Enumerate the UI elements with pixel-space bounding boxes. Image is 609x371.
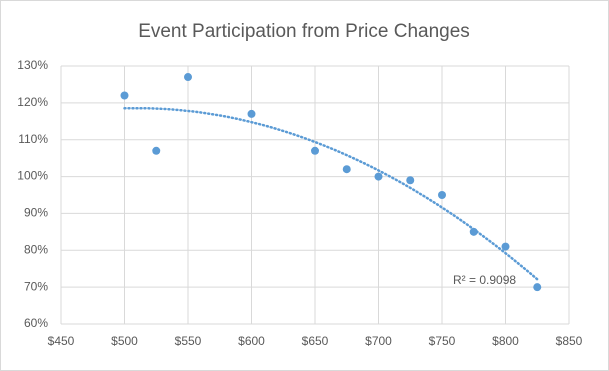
y-tick-label: 60% [24, 316, 48, 330]
x-tick-label: $500 [111, 334, 138, 348]
chart-title: Event Participation from Price Changes [138, 21, 470, 42]
y-tick-label: 100% [17, 169, 48, 183]
x-tick-label: $750 [429, 334, 456, 348]
point [438, 191, 446, 199]
point [247, 109, 256, 118]
point [469, 227, 478, 236]
point [311, 146, 319, 155]
point [406, 176, 415, 185]
x-tick-label: $450 [48, 334, 75, 348]
trendline [123, 106, 539, 281]
x-tick-label: $650 [302, 334, 329, 348]
x-tick-label: $850 [556, 334, 583, 348]
y-tick-label: 110% [18, 132, 48, 146]
x-tick-label: $600 [238, 334, 265, 348]
trendline-label: R² = 0.9098 [453, 273, 516, 287]
point [501, 242, 510, 251]
point [184, 73, 192, 82]
x-tick-label: $700 [365, 334, 392, 348]
x-tick-label: $550 [175, 334, 202, 348]
point [533, 283, 542, 292]
y-tick-label: 90% [24, 206, 48, 220]
y-tick-label: 80% [24, 242, 48, 256]
y-tick-label: 130% [17, 58, 48, 72]
point [120, 91, 129, 100]
y-tick-label: 70% [24, 279, 48, 293]
point [152, 146, 161, 155]
point [342, 165, 351, 174]
x-tick-label: $800 [492, 334, 519, 348]
y-tick-label: 120% [17, 95, 48, 109]
point [374, 172, 383, 181]
